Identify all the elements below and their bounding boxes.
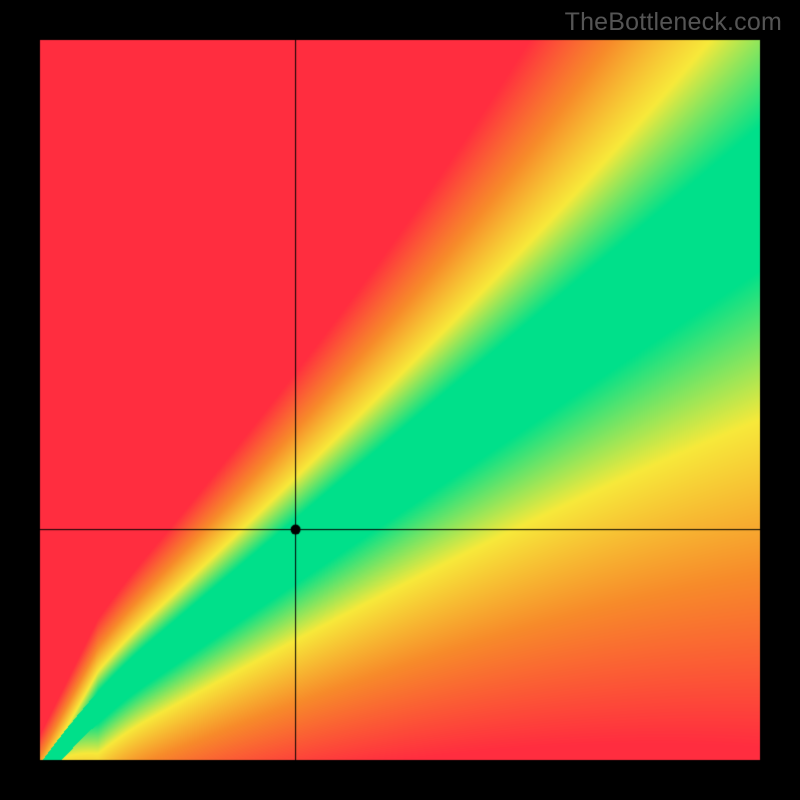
watermark-text: TheBottleneck.com — [565, 8, 782, 37]
chart-container: TheBottleneck.com — [0, 0, 800, 800]
bottleneck-heatmap — [0, 0, 800, 800]
